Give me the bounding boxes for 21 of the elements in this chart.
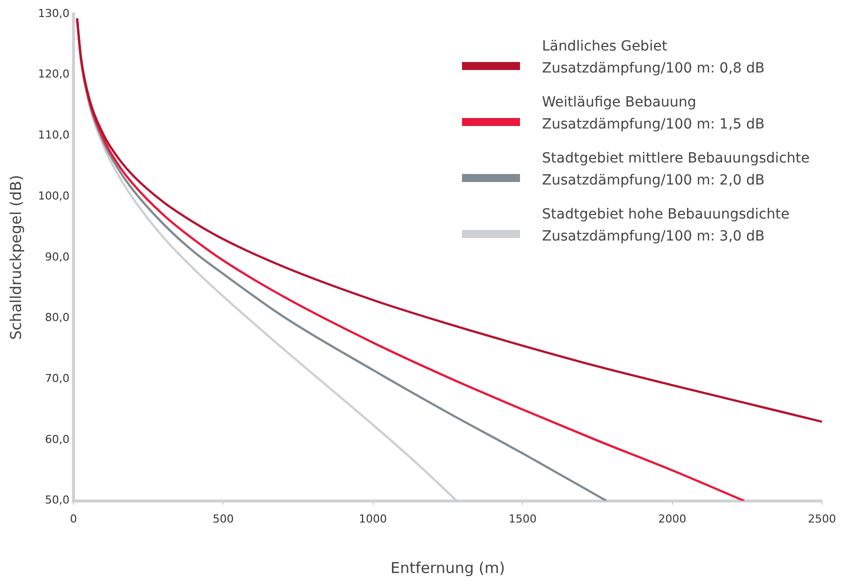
legend-label: Ländliches Gebiet Zusatzdämpfung/100 m: 0,8 dB [542, 38, 765, 77]
y-tick-label: 130,0 [38, 6, 70, 20]
y-tick-label: 90,0 [44, 250, 70, 264]
legend-label: Weitläufige Bebauung Zusatzdämpfung/100 m: 1,5 dB [542, 94, 765, 133]
x-axis-title: Entfernung (m) [390, 558, 505, 577]
legend-label: Stadtgebiet mittlere Bebauungsdichte Zusatzdämpfung/100 m: 2,0 dB [542, 150, 810, 189]
legend-label: Stadtgebiet hohe Bebauungsdichte Zusatzdämpfung/100 m: 3,0 dB [542, 206, 790, 245]
x-tick-label: 0 [70, 512, 77, 526]
y-tick-label: 110,0 [38, 128, 70, 142]
x-tick-label: 2500 [808, 512, 836, 526]
y-axis-title: Schalldruckpegel (dB) [6, 174, 25, 340]
y-tick-label: 50,0 [44, 494, 70, 507]
x-tick-label: 500 [212, 512, 234, 526]
x-tick-label: 1500 [508, 512, 537, 526]
x-tick-label: 1000 [358, 512, 387, 526]
y-tick-label: 120,0 [38, 68, 70, 81]
y-tick-label: 100,0 [38, 189, 70, 202]
y-tick-label: 60,0 [44, 432, 70, 446]
y-tick-label: 70,0 [44, 372, 70, 385]
y-tick-label: 80,0 [44, 311, 70, 324]
x-tick-label: 2000 [658, 512, 686, 526]
